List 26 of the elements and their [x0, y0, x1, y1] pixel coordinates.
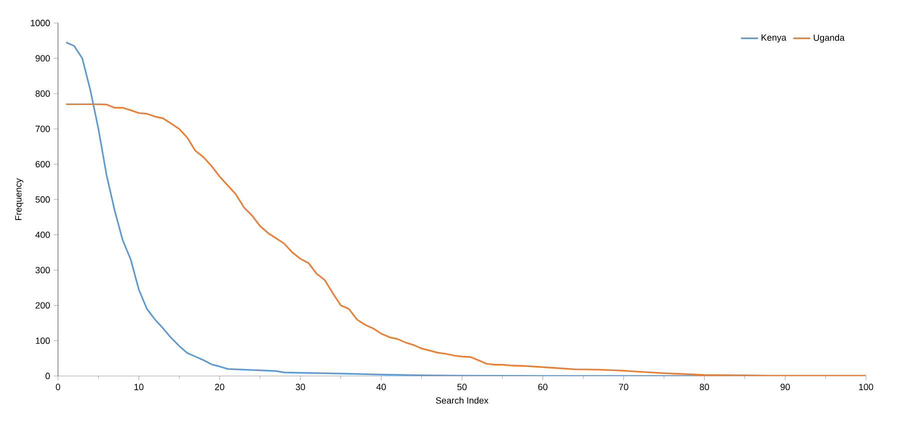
x-axis-title: Search Index [436, 397, 488, 404]
x-tick-label: 0 [56, 384, 60, 390]
y-tick-label: 700 [36, 126, 50, 132]
x-tick-label: 70 [619, 384, 628, 390]
legend-label: Uganda [814, 34, 845, 43]
x-tick-label: 10 [134, 384, 144, 390]
x-tick-label: 80 [700, 384, 710, 390]
y-tick-label: 300 [36, 266, 50, 274]
x-tick-label: 20 [215, 384, 224, 390]
y-tick-label: 800 [36, 90, 50, 97]
x-tick-label: 30 [296, 384, 306, 390]
legend-label: Kenya [762, 34, 786, 42]
y-tick-label: 0 [46, 372, 50, 380]
y-tick-label: 600 [36, 161, 50, 168]
x-tick-label: 60 [538, 384, 548, 390]
x-tick-label: 90 [780, 384, 790, 390]
y-tick-label: 200 [36, 302, 50, 309]
x-tick-label: 50 [457, 384, 467, 390]
y-tick-label: 1000 [30, 20, 50, 26]
y-tick-label: 400 [35, 232, 50, 238]
y-tick-label: 100 [36, 338, 50, 344]
y-tick-label: 500 [36, 196, 50, 203]
x-tick-label: 40 [376, 384, 386, 390]
y-tick-label: 900 [36, 55, 50, 62]
y-axis-title: Frequency [15, 178, 24, 220]
x-tick-label: 100 [859, 384, 874, 390]
